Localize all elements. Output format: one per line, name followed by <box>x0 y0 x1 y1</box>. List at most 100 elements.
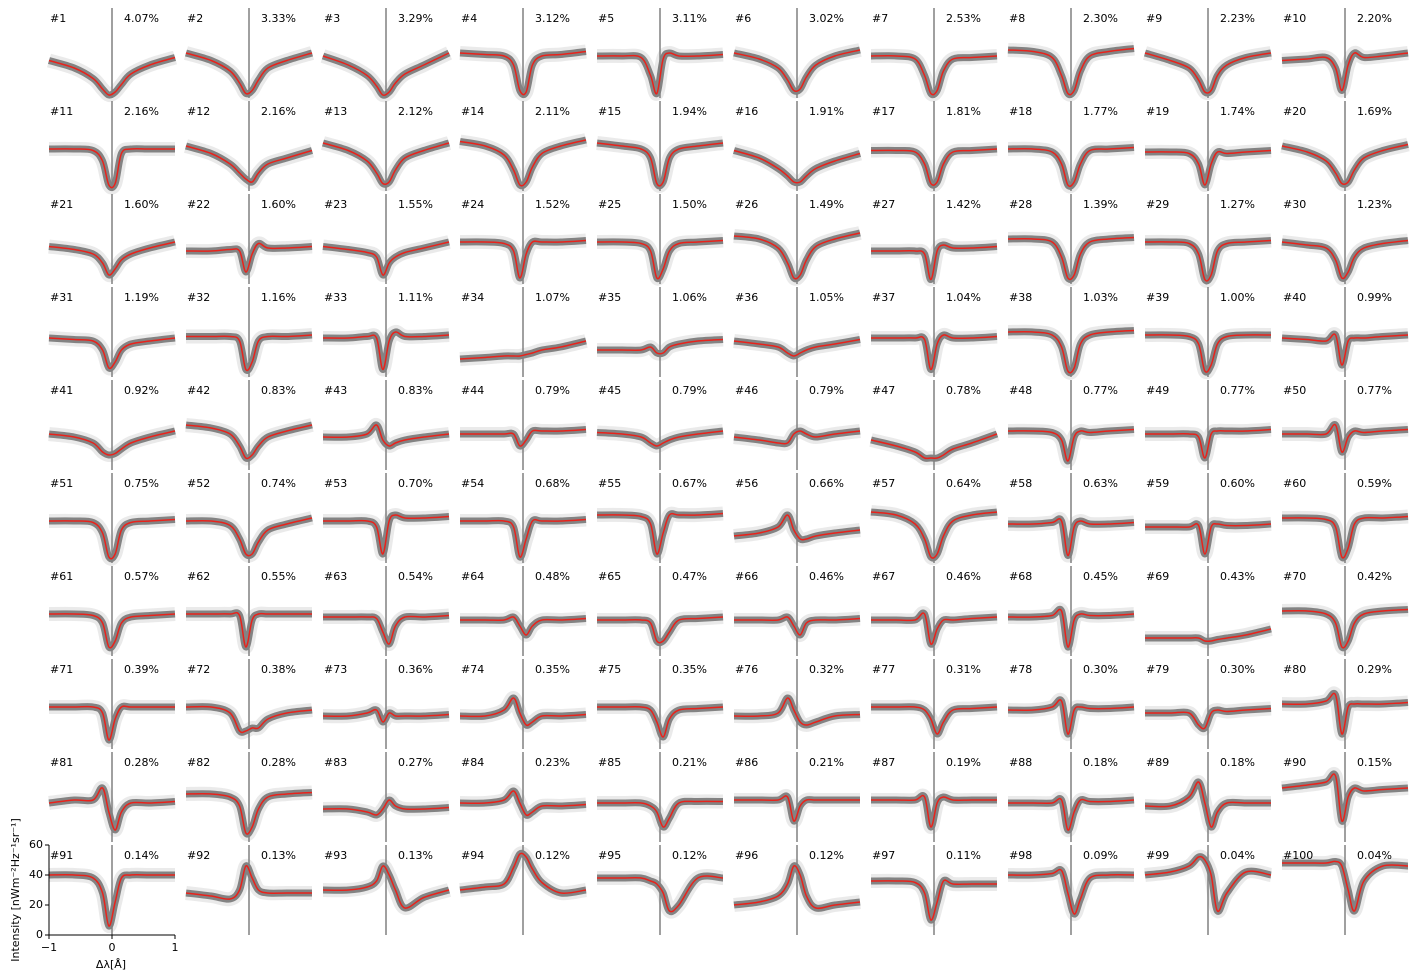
mean-profile <box>48 787 176 831</box>
mean-profile <box>1007 699 1135 735</box>
panel-share: 2.12% <box>398 105 433 118</box>
panel: #100 0.04% <box>1282 845 1409 935</box>
mean-profile <box>185 242 313 273</box>
panel: #2 3.33% <box>184 8 314 101</box>
panel-title: #35 <box>598 291 621 304</box>
mean-profile <box>459 518 587 558</box>
mean-profile <box>1145 707 1272 730</box>
panel: #97 0.11% <box>870 845 997 935</box>
panel: #85 0.21% <box>597 752 724 842</box>
mean-profile <box>48 147 175 189</box>
panel-title: #81 <box>50 756 73 769</box>
panel-share: 0.28% <box>124 756 159 769</box>
panel-share: 0.31% <box>946 663 981 676</box>
panel-share: 0.46% <box>946 570 981 583</box>
panel-share: 1.94% <box>672 105 707 118</box>
panel-title: #3 <box>324 12 340 25</box>
mean-profile <box>1144 52 1272 94</box>
panel-title: #68 <box>1009 570 1032 583</box>
panel-share: 2.23% <box>1220 12 1255 25</box>
panel-share: 0.12% <box>535 849 570 862</box>
mean-profile <box>597 800 724 828</box>
mean-profile <box>185 52 313 95</box>
panel-title: #12 <box>187 105 210 118</box>
panel-share: 0.43% <box>1220 570 1255 583</box>
panel-title: #51 <box>50 477 73 490</box>
panel-share: 0.35% <box>535 663 570 676</box>
mean-profile <box>871 706 998 735</box>
panel: #52 0.74% <box>185 473 314 563</box>
panel: #40 0.99% <box>1281 287 1409 377</box>
panel-share: 1.19% <box>124 291 159 304</box>
panel: #93 0.13% <box>322 845 451 935</box>
mean-profile <box>734 616 861 636</box>
panel-share: 0.66% <box>809 477 844 490</box>
panel-title: #19 <box>1146 105 1169 118</box>
panel-title: #31 <box>50 291 73 304</box>
panel: #10 2.20% <box>1281 8 1409 98</box>
panel-title: #20 <box>1283 105 1306 118</box>
panel-title: #47 <box>872 384 895 397</box>
panel-share: 0.77% <box>1357 384 1392 397</box>
panel-share: 0.75% <box>124 477 159 490</box>
x-tick-label: 1 <box>172 941 179 954</box>
panel: #37 1.04% <box>870 287 998 377</box>
panel-share: 0.04% <box>1357 849 1392 862</box>
mean-profile <box>1281 143 1409 186</box>
mean-profile <box>322 142 450 186</box>
panel-title: #100 <box>1283 849 1313 862</box>
panel: #28 1.39% <box>1007 194 1135 287</box>
panel-title: #54 <box>461 477 484 490</box>
mean-profile <box>733 430 861 445</box>
panel-share: 0.30% <box>1083 663 1118 676</box>
panel-title: #18 <box>1009 105 1032 118</box>
panel-share: 0.83% <box>398 384 433 397</box>
panel-share: 0.48% <box>535 570 570 583</box>
mean-profile <box>596 52 724 95</box>
panel-title: #40 <box>1283 291 1306 304</box>
panel: #11 2.16% <box>48 101 175 195</box>
panel: #34 1.07% <box>459 287 588 377</box>
panel-title: #50 <box>1283 384 1306 397</box>
panel: #67 0.46% <box>871 566 998 656</box>
mean-profile <box>459 852 587 895</box>
panel-title: #52 <box>187 477 210 490</box>
panel-share: 0.12% <box>809 849 844 862</box>
panel-share: 0.29% <box>1357 663 1392 676</box>
panel-share: 0.12% <box>672 849 707 862</box>
panel-title: #42 <box>187 384 210 397</box>
panel: #75 0.35% <box>597 659 724 749</box>
panel-title: #34 <box>461 291 484 304</box>
panel: #26 1.49% <box>733 194 862 286</box>
mean-profile <box>733 697 861 726</box>
panel-share: 0.18% <box>1220 756 1255 769</box>
panel-share: 0.45% <box>1083 570 1118 583</box>
panel-title: #15 <box>598 105 621 118</box>
mean-profile <box>322 514 450 555</box>
mean-profile <box>48 241 176 276</box>
mean-profile <box>596 239 724 280</box>
mean-profile <box>1144 781 1271 828</box>
mean-profile <box>322 799 450 816</box>
panel-title: #92 <box>187 849 210 862</box>
mean-profile <box>1144 334 1272 373</box>
panel: #99 0.04% <box>1144 845 1273 935</box>
panel-share: 1.69% <box>1357 105 1392 118</box>
panel: #17 1.81% <box>870 101 998 193</box>
panel-share: 3.29% <box>398 12 433 25</box>
mean-profile <box>597 875 724 913</box>
mean-profile <box>1281 239 1409 280</box>
mean-profile <box>597 706 724 738</box>
panel: #31 1.19% <box>48 287 176 377</box>
panel-share: 0.63% <box>1083 477 1118 490</box>
panel-title: #64 <box>461 570 484 583</box>
panel-title: #25 <box>598 198 621 211</box>
panel: #6 3.02% <box>732 8 862 99</box>
panel-title: #74 <box>461 663 484 676</box>
panel-title: #33 <box>324 291 347 304</box>
panel-title: #6 <box>735 12 751 25</box>
panel: #65 0.47% <box>597 566 724 656</box>
panel-share: 3.02% <box>809 12 844 25</box>
panel-share: 1.60% <box>261 198 296 211</box>
